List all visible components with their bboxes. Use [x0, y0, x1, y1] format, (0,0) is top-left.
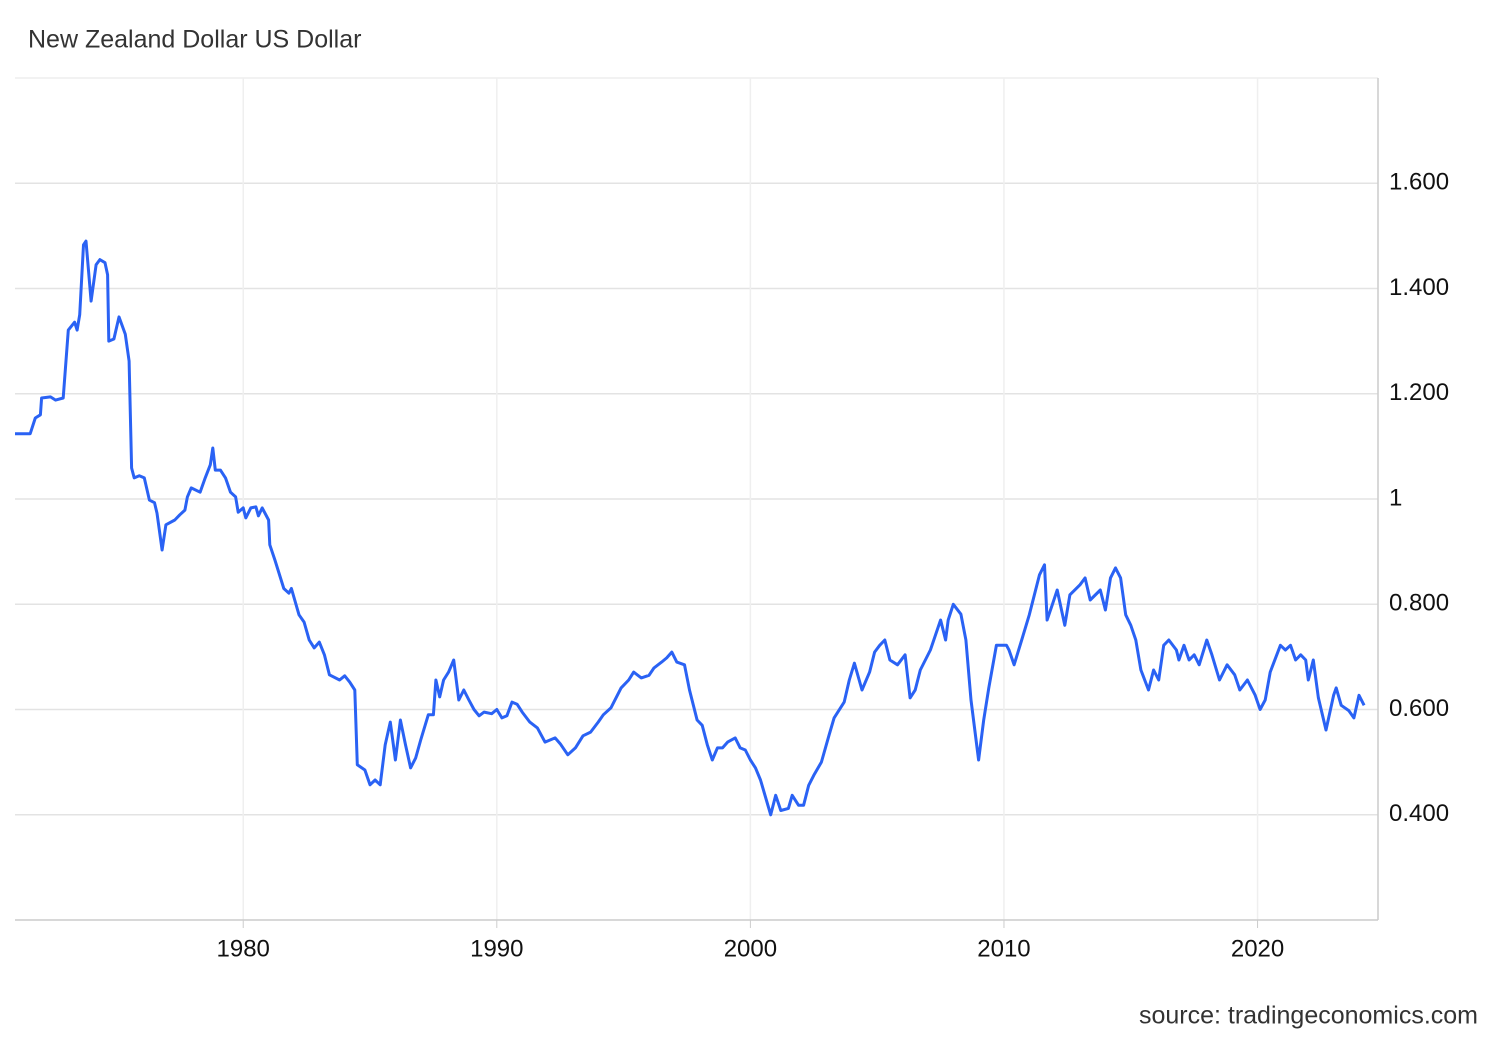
x-tick-label: 1980 — [217, 935, 270, 962]
x-tick-label: 2000 — [724, 935, 777, 962]
data-line — [15, 239, 1366, 817]
y-tick-label: 0.600 — [1389, 695, 1449, 722]
y-tick-label: 1 — [1389, 484, 1402, 511]
x-tick-label: 2020 — [1231, 935, 1284, 962]
source-note: source: tradingeconomics.com — [1139, 1002, 1478, 1030]
y-tick-label: 0.800 — [1389, 590, 1449, 617]
y-tick-label: 0.400 — [1389, 800, 1449, 827]
chart-title: New Zealand Dollar US Dollar — [28, 26, 361, 54]
y-tick-label: 1.200 — [1389, 379, 1449, 406]
x-tick-label: 1990 — [470, 935, 523, 962]
y-tick-label: 1.400 — [1389, 274, 1449, 301]
x-tick-label: 2010 — [977, 935, 1030, 962]
y-tick-label: 1.600 — [1389, 169, 1449, 196]
